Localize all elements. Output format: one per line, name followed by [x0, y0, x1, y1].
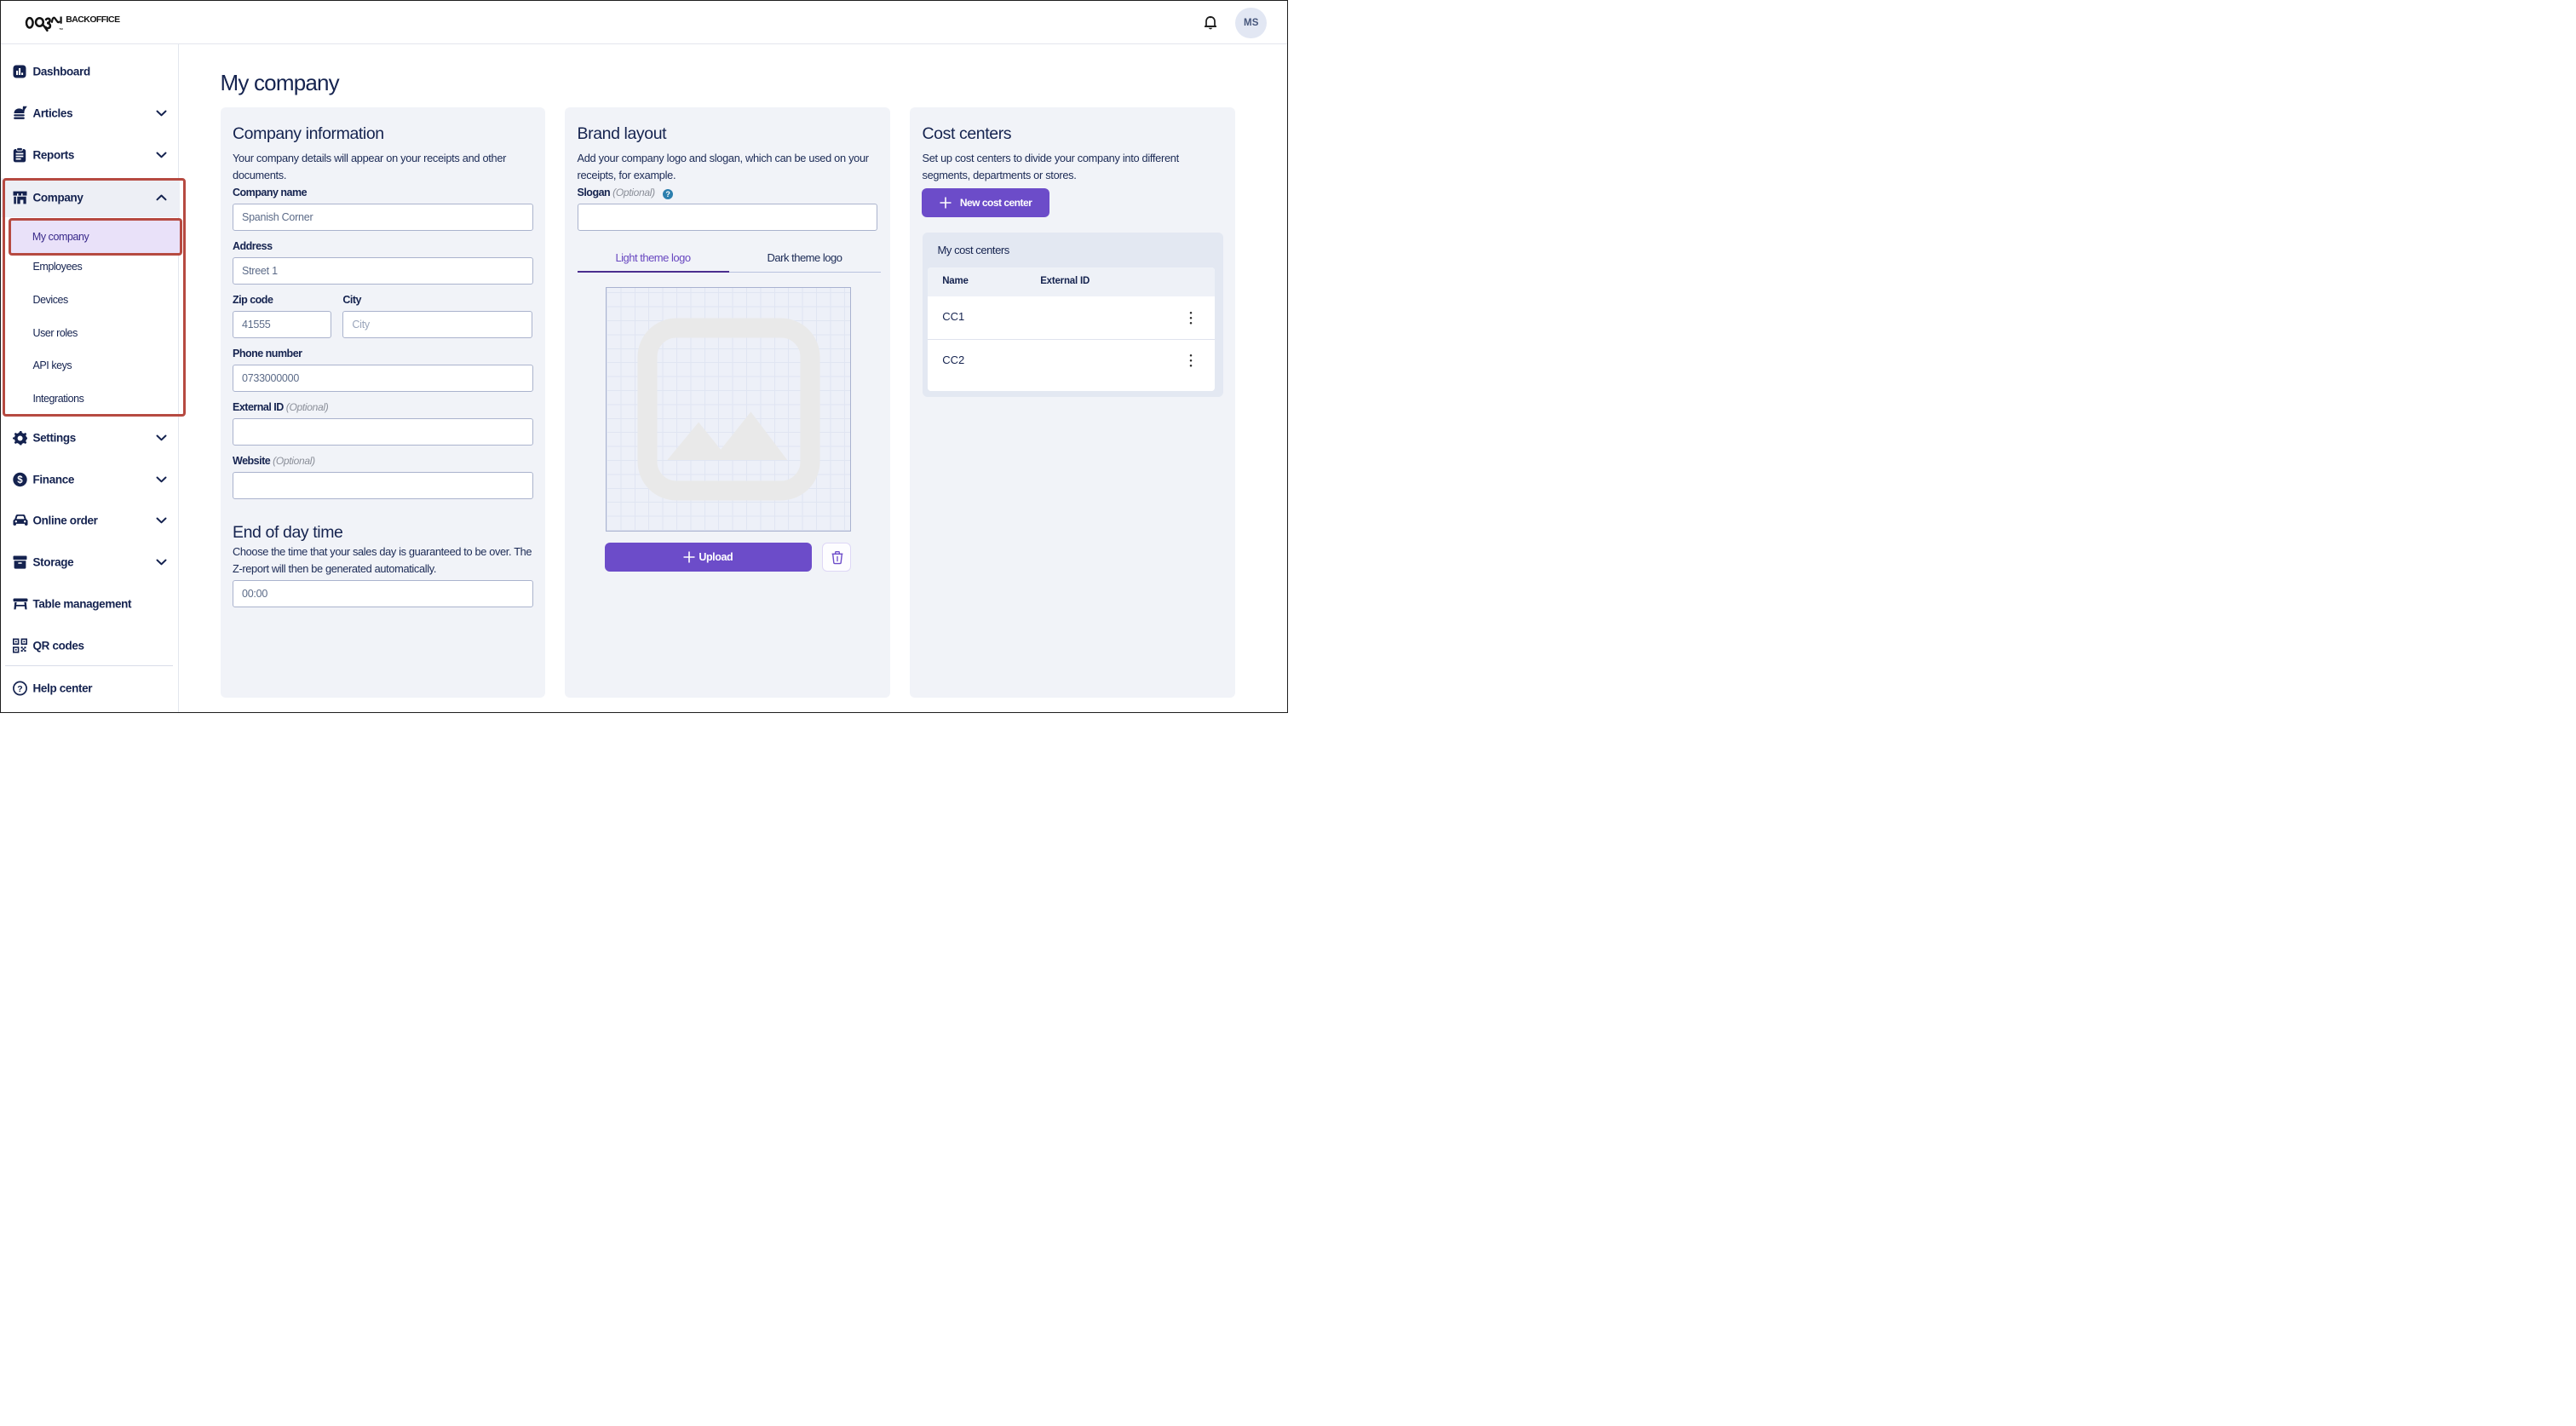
svg-text:?: ?	[17, 683, 22, 693]
svg-text:TM: TM	[59, 27, 63, 31]
svg-text:$: $	[17, 475, 23, 486]
